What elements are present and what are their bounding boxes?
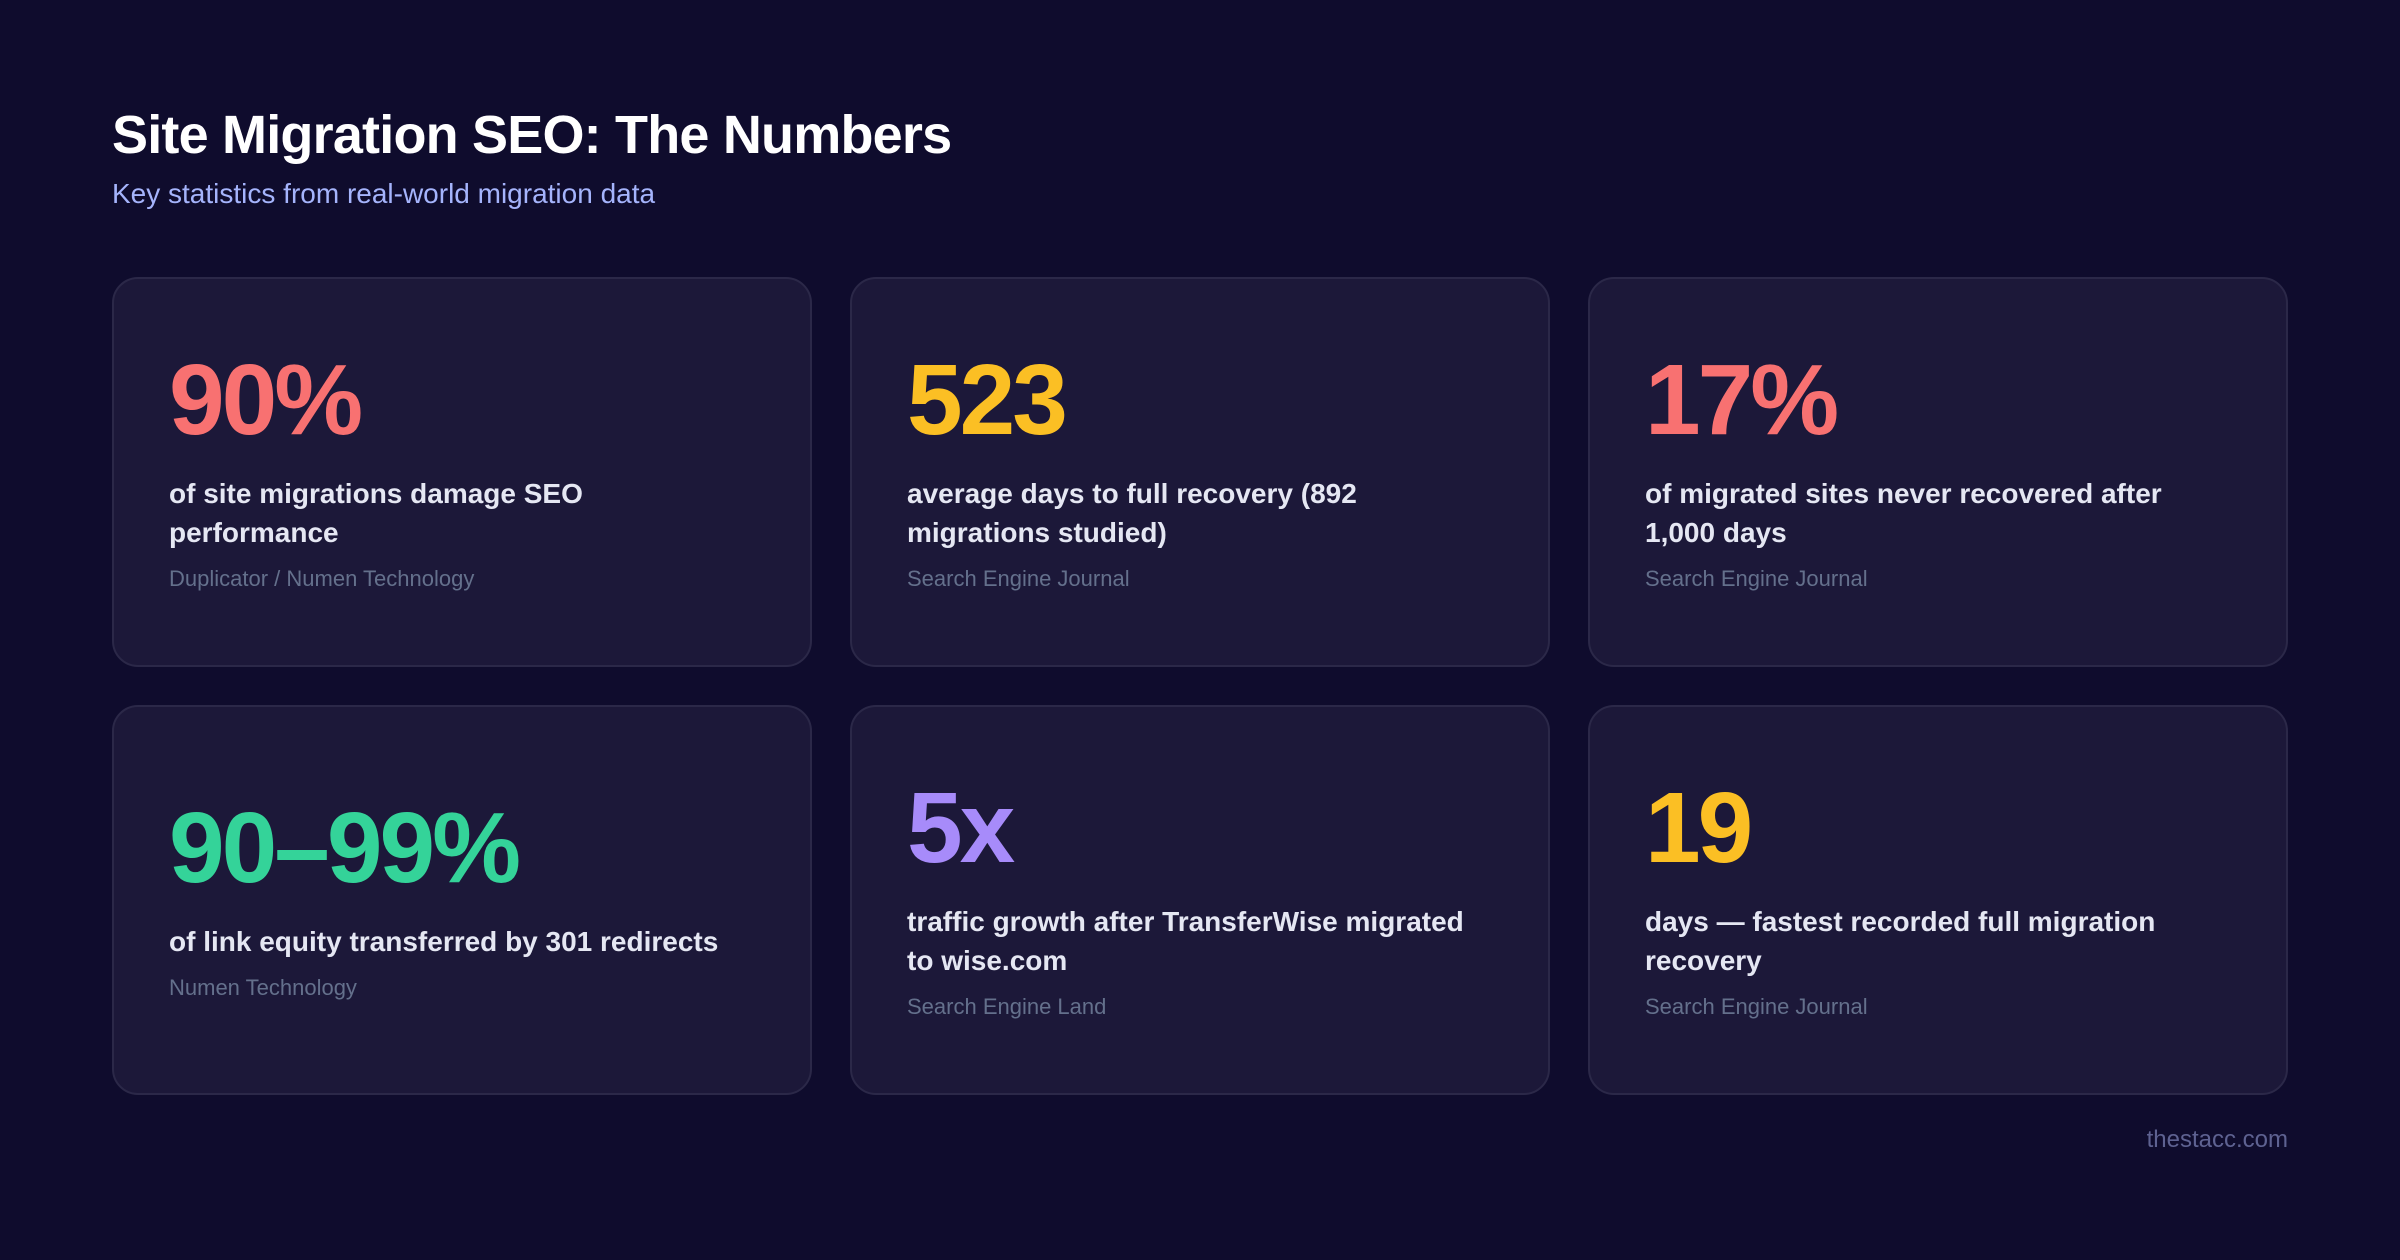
page-subtitle: Key statistics from real-world migration… <box>112 178 656 209</box>
stat-card: 90% of site migrations damage SEO perfor… <box>112 277 812 667</box>
stat-source: Numen Technology <box>169 974 357 1000</box>
stat-description: days — fastest recorded full migration r… <box>1645 906 2156 976</box>
stat-card: 90–99% of link equity transferred by 301… <box>112 705 812 1095</box>
page-title: Site Migration SEO: The Numbers <box>112 105 952 165</box>
stats-grid: 90% of site migrations damage SEO perfor… <box>112 277 2288 1095</box>
stat-value: 19 <box>1645 772 1753 884</box>
stat-card: 523 average days to full recovery (892 m… <box>850 277 1550 667</box>
stat-card: 19 days — fastest recorded full migratio… <box>1588 705 2288 1095</box>
stat-description: of site migrations damage SEO performanc… <box>169 478 583 548</box>
stat-value: 5x <box>907 772 1015 884</box>
header: Site Migration SEO: The Numbers Key stat… <box>112 100 952 212</box>
stat-description: of migrated sites never recovered after … <box>1645 478 2162 548</box>
stat-card: 5x traffic growth after TransferWise mig… <box>850 705 1550 1095</box>
stat-value: 90% <box>169 344 363 456</box>
brand-watermark: thestacc.com <box>2146 1126 2288 1153</box>
stat-value: 17% <box>1645 344 1839 456</box>
stat-value: 523 <box>907 344 1068 456</box>
stat-source: Search Engine Journal <box>1645 994 1868 1019</box>
stat-description: average days to full recovery (892 migra… <box>907 478 1357 548</box>
stat-card: 17% of migrated sites never recovered af… <box>1588 277 2288 667</box>
stat-description: of link equity transferred by 301 redire… <box>169 925 719 957</box>
stat-source: Search Engine Journal <box>1645 566 1868 591</box>
stat-source: Search Engine Journal <box>907 566 1130 591</box>
stat-description: traffic growth after TransferWise migrat… <box>907 906 1464 976</box>
stat-value: 90–99% <box>169 791 521 904</box>
stat-source: Search Engine Land <box>907 994 1107 1019</box>
stat-source: Duplicator / Numen Technology <box>169 566 475 591</box>
